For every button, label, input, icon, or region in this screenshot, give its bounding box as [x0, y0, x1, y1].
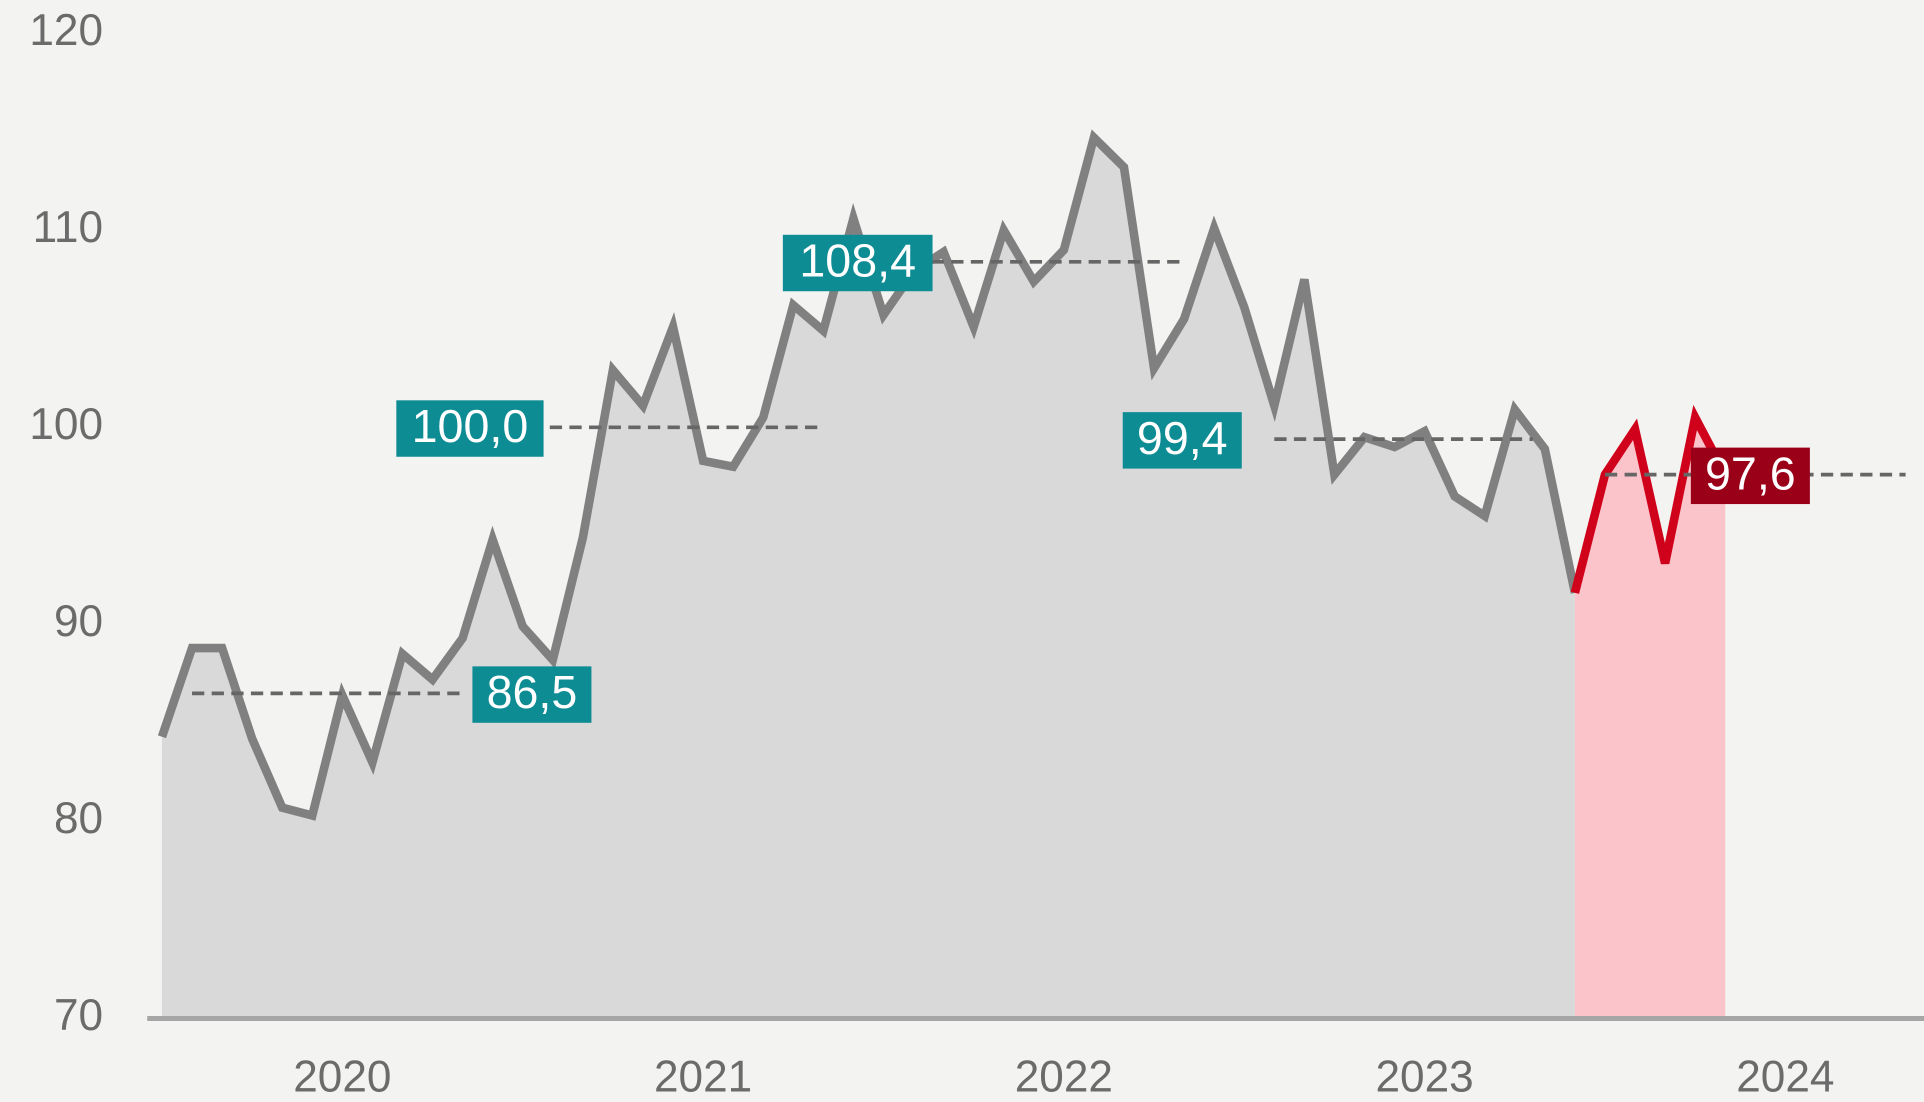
y-tick-label: 80: [54, 794, 103, 843]
average-label-box: [472, 666, 592, 723]
y-tick-label: 100: [29, 400, 103, 449]
average-label: 86,5: [487, 666, 578, 718]
line: [1570, 404, 1730, 594]
average-label: 99,4: [1137, 412, 1228, 464]
y-tick-label: 70: [54, 991, 103, 1040]
x-tick-label: 2022: [1015, 1053, 1113, 1102]
average-label-box: [782, 234, 933, 292]
y-tick-label: 110: [33, 203, 103, 252]
average-label-box: [1122, 412, 1242, 469]
area: [1574, 417, 1726, 1019]
y-tick-label: 120: [29, 6, 103, 55]
x-tick-label: 2021: [654, 1053, 752, 1102]
area: [161, 137, 1575, 1019]
x-tick-label: 2020: [293, 1053, 391, 1102]
average-label: 108,4: [799, 235, 916, 287]
x-tick-label: 2023: [1375, 1053, 1473, 1102]
y-tick-label: 90: [54, 597, 103, 646]
average-label-box: [1690, 447, 1810, 505]
average-label-box: [396, 400, 544, 457]
x-tick-label: 2024: [1736, 1053, 1834, 1102]
average-label: 100,0: [412, 400, 529, 452]
average-label: 97,6: [1705, 447, 1796, 499]
